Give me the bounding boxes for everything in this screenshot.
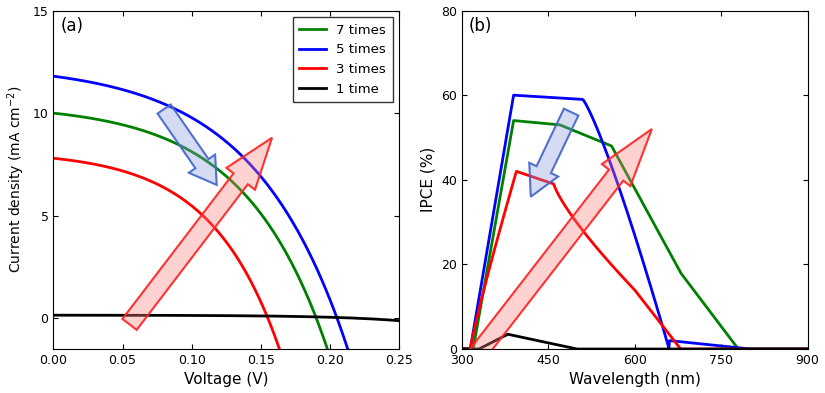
Y-axis label: IPCE (%): IPCE (%)	[420, 147, 436, 213]
Polygon shape	[530, 108, 578, 197]
Legend: 7 times, 5 times, 3 times, 1 time: 7 times, 5 times, 3 times, 1 time	[293, 17, 393, 102]
Text: (b): (b)	[469, 17, 492, 35]
Text: (a): (a)	[60, 17, 83, 35]
X-axis label: Wavelength (nm): Wavelength (nm)	[568, 373, 700, 387]
Polygon shape	[122, 138, 272, 330]
X-axis label: Voltage (V): Voltage (V)	[184, 373, 269, 387]
Polygon shape	[466, 129, 652, 365]
Polygon shape	[158, 105, 217, 185]
Y-axis label: Current density (mA cm$^{-2}$): Current density (mA cm$^{-2}$)	[6, 86, 27, 274]
